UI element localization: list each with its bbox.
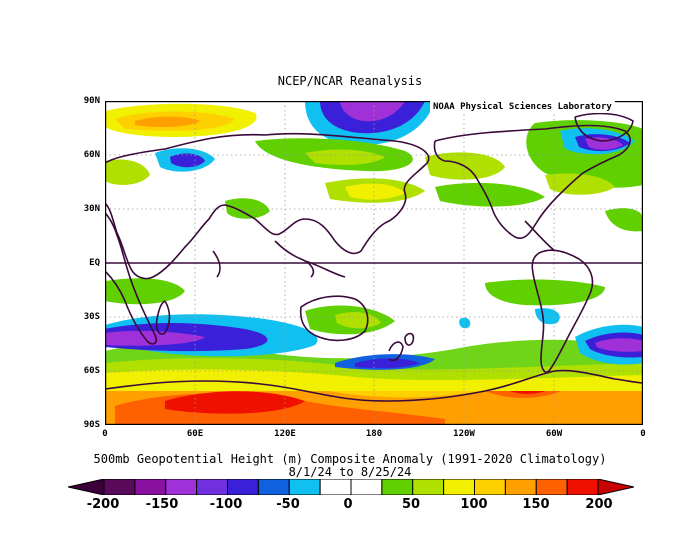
lon-label-60w: 60W xyxy=(545,429,563,439)
colorbar-label: -150 xyxy=(145,497,179,512)
caption-line-2: 8/1/24 to 8/25/24 xyxy=(288,465,412,479)
lon-label-0-right: 0 xyxy=(640,429,646,439)
credit-label: NOAA Physical Sciences Laboratory xyxy=(430,101,615,113)
colorbar-label: 200 xyxy=(585,497,613,512)
lon-label-120w: 120W xyxy=(453,429,475,439)
colorbar-cell xyxy=(227,479,259,495)
colorbar xyxy=(68,479,634,495)
lat-label-eq: EQ xyxy=(89,258,100,268)
lat-label-30n: 30N xyxy=(83,204,100,214)
colorbar-cell xyxy=(412,479,445,495)
colorbar-cell xyxy=(381,479,414,495)
colorbar-label: 100 xyxy=(460,497,488,512)
coastlines xyxy=(105,112,643,402)
anomaly-map xyxy=(105,101,643,425)
colorbar-label: -50 xyxy=(276,497,300,512)
lat-label-90s: 90S xyxy=(83,420,100,430)
colorbar-cell xyxy=(257,479,290,495)
lat-label-30s: 30S xyxy=(83,312,100,322)
lat-label-60s: 60S xyxy=(83,366,100,376)
colorbar-label: 50 xyxy=(401,497,421,512)
map-title: NCEP/NCAR Reanalysis xyxy=(277,74,423,88)
colorbar-cell xyxy=(319,479,352,495)
lon-label-180: 180 xyxy=(365,429,383,439)
colorbar-label: -100 xyxy=(209,497,243,512)
colorbar-high-arrow xyxy=(597,479,634,495)
colorbar-cell xyxy=(474,479,506,495)
caption-line-1: 500mb Geopotential Height (m) Composite … xyxy=(93,452,607,466)
colorbar-cell xyxy=(504,479,537,495)
colorbar-cell xyxy=(134,479,167,495)
map-border xyxy=(105,101,643,425)
colorbar-cell xyxy=(103,479,136,495)
colorbar-cell xyxy=(443,479,476,495)
colorbar-cell xyxy=(535,479,568,495)
colorbar-cell xyxy=(196,479,229,495)
colorbar-cell xyxy=(350,479,383,495)
colorbar-label: -200 xyxy=(86,497,120,512)
lon-label-60e: 60E xyxy=(186,429,204,439)
colorbar-cell xyxy=(566,479,599,495)
lon-label-0: 0 xyxy=(102,429,108,439)
colorbar-cell xyxy=(288,479,321,495)
colorbar-cell xyxy=(165,479,198,495)
colorbar-label: 0 xyxy=(343,497,353,512)
colorbar-label: 150 xyxy=(522,497,550,512)
lat-label-60n: 60N xyxy=(83,150,100,160)
colorbar-low-arrow xyxy=(68,479,105,495)
lat-label-90n: 90N xyxy=(83,96,100,106)
lon-label-120e: 120E xyxy=(274,429,296,439)
